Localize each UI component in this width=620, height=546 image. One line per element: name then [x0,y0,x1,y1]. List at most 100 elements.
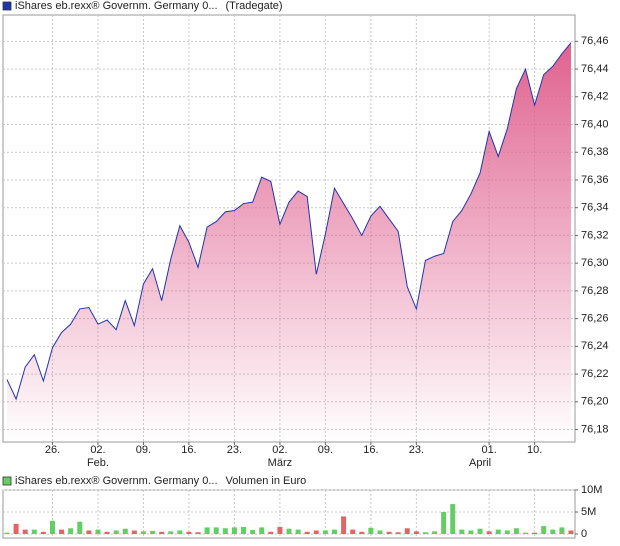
y-tick-label: 0 [581,528,587,540]
volume-bar [350,529,356,534]
volume-bar [477,528,483,534]
y-tick-label: 76,32 [581,229,609,241]
volume-bar [177,530,183,534]
x-month-label: Feb. [87,457,109,469]
y-tick-label: 76,22 [581,368,609,380]
volume-bar [559,527,565,534]
volume-bar [568,530,574,534]
volume-bar [331,529,337,534]
volume-bar [541,526,547,534]
volume-bar [386,531,392,534]
legend-label: iShares eb.rexx® Governm. Germany 0... [15,475,218,487]
volume-bar [168,531,174,534]
volume-bar [150,530,156,534]
legend-label: iShares eb.rexx® Governm. Germany 0... [15,0,218,12]
legend-source: Volumen in Euro [226,475,307,487]
y-tick-label: 76,28 [581,285,609,297]
volume-bar [495,529,501,534]
volume-bar [122,528,128,534]
volume-bar [313,530,319,534]
volume-bar [532,532,538,534]
volume-bar [40,531,46,534]
x-tick-label: 23. [227,444,242,456]
x-tick-label: 16. [363,444,378,456]
volume-bar [268,531,274,534]
y-tick-label: 76,34 [581,202,609,214]
y-tick-label: 76,40 [581,118,609,130]
x-tick-label: 09. [318,444,333,456]
volume-bar [368,527,374,534]
y-tick-label: 76,38 [581,146,609,158]
x-month-label: März [268,457,292,469]
volume-bar [513,528,519,534]
volume-bar [468,530,474,534]
volume-bar [304,531,310,534]
y-tick-label: 76,44 [581,63,609,75]
area-fill [7,42,571,442]
volume-bar [504,530,510,534]
legend-swatch [2,1,12,11]
x-tick-label: 02. [90,444,105,456]
volume-bar [413,531,419,534]
volume-bar [222,528,228,534]
volume-bar [86,530,92,534]
volume-bar [550,529,556,534]
volume-bar [213,527,219,534]
x-tick-label: 02. [272,444,287,456]
volume-bar [341,516,347,534]
volume-bar [286,528,292,534]
volume-bar [459,529,465,534]
x-tick-label: 23. [409,444,424,456]
volume-bar [486,531,492,534]
volume-bar [404,528,410,534]
volume-bar [68,528,74,534]
volume-bar [4,532,10,534]
volume-bar [523,532,529,534]
volume-bar [204,527,210,534]
volume-bar [322,530,328,534]
x-tick-label: 01. [481,444,496,456]
volume-bar [59,529,65,534]
volume-bar [95,529,101,534]
volume-bar [49,520,55,534]
y-tick-label: 76,18 [581,423,609,435]
y-tick-label: 76,26 [581,313,609,325]
volume-bar [77,521,83,534]
volume-bar [450,504,456,534]
volume-bar [104,531,110,534]
volume-bar [377,530,383,534]
volume-bar [359,531,365,534]
volume-bar [31,529,37,534]
y-tick-label: 76,20 [581,396,609,408]
volume-bar [441,512,447,534]
volume-bar [295,529,301,534]
x-tick-label: 10. [527,444,542,456]
y-tick-label: 76,46 [581,35,609,47]
legend-source: (Tradegate) [226,0,283,12]
volume-bar [250,530,256,534]
x-tick-label: 16. [181,444,196,456]
y-tick-label: 76,24 [581,340,609,352]
volume-bar [159,531,165,534]
volume-bar [259,527,265,534]
volume-bar [140,531,146,534]
volume-bar [432,531,438,534]
y-tick-label: 76,36 [581,174,609,186]
legend-swatch [2,476,12,486]
y-tick-label: 10M [581,484,602,496]
x-tick-label: 09. [136,444,151,456]
y-tick-label: 76,42 [581,91,609,103]
volume-bar [422,532,428,534]
y-tick-label: 76,30 [581,257,609,269]
volume-bar [195,532,201,534]
price-line [6,42,572,401]
x-month-label: April [469,457,491,469]
volume-bar [13,523,19,534]
x-tick-label: 26. [45,444,60,456]
y-tick-label: 5M [581,506,596,518]
volume-bar [113,530,119,534]
volume-bar [22,529,28,534]
volume-bar [241,526,247,534]
volume-bar [131,530,137,534]
